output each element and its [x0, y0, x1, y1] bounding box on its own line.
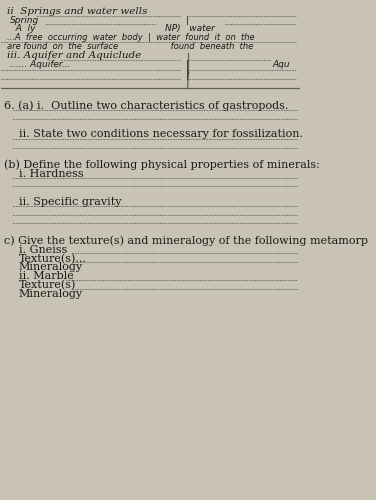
Text: (b) Define the following physical properties of minerals:: (b) Define the following physical proper…: [4, 160, 320, 170]
Text: Spring: Spring: [10, 16, 39, 24]
Text: i. Hardness: i. Hardness: [19, 168, 83, 178]
Text: ...A  free  occurring  water  body  |  water  found  it  on  the: ...A free occurring water body | water f…: [7, 33, 254, 42]
Text: A  ly: A ly: [10, 24, 35, 33]
Text: ii. State two conditions necessary for fossilization.: ii. State two conditions necessary for f…: [19, 130, 303, 140]
Text: ii  Springs and water wells: ii Springs and water wells: [7, 6, 147, 16]
Text: Mineralogy: Mineralogy: [19, 262, 83, 272]
Text: Texture(s): Texture(s): [19, 280, 76, 290]
Text: ...... Aquifer...: ...... Aquifer...: [10, 60, 70, 68]
Text: |: |: [186, 60, 190, 70]
Text: 6. (a) i.  Outline two characteristics of gastropods.: 6. (a) i. Outline two characteristics of…: [4, 100, 288, 111]
Text: ii. Specific gravity: ii. Specific gravity: [19, 196, 121, 206]
Text: |: |: [186, 70, 190, 80]
Text: ii. Marble: ii. Marble: [19, 272, 73, 281]
Text: Mineralogy: Mineralogy: [19, 290, 83, 300]
Text: i. Gneiss: i. Gneiss: [19, 244, 67, 254]
Text: c) Give the texture(s) and mineralogy of the following metamorp: c) Give the texture(s) and mineralogy of…: [4, 235, 368, 246]
Text: NP)   water: NP) water: [165, 24, 215, 33]
Text: Texture(s)...: Texture(s)...: [19, 254, 86, 264]
Text: Aqu: Aqu: [273, 60, 291, 68]
Text: iii. Aquifer and Aquiclude: iii. Aquifer and Aquiclude: [7, 50, 141, 59]
Text: are found  on  the  surface                    found  beneath  the: are found on the surface found beneath t…: [7, 42, 253, 50]
Text: |: |: [186, 16, 189, 24]
